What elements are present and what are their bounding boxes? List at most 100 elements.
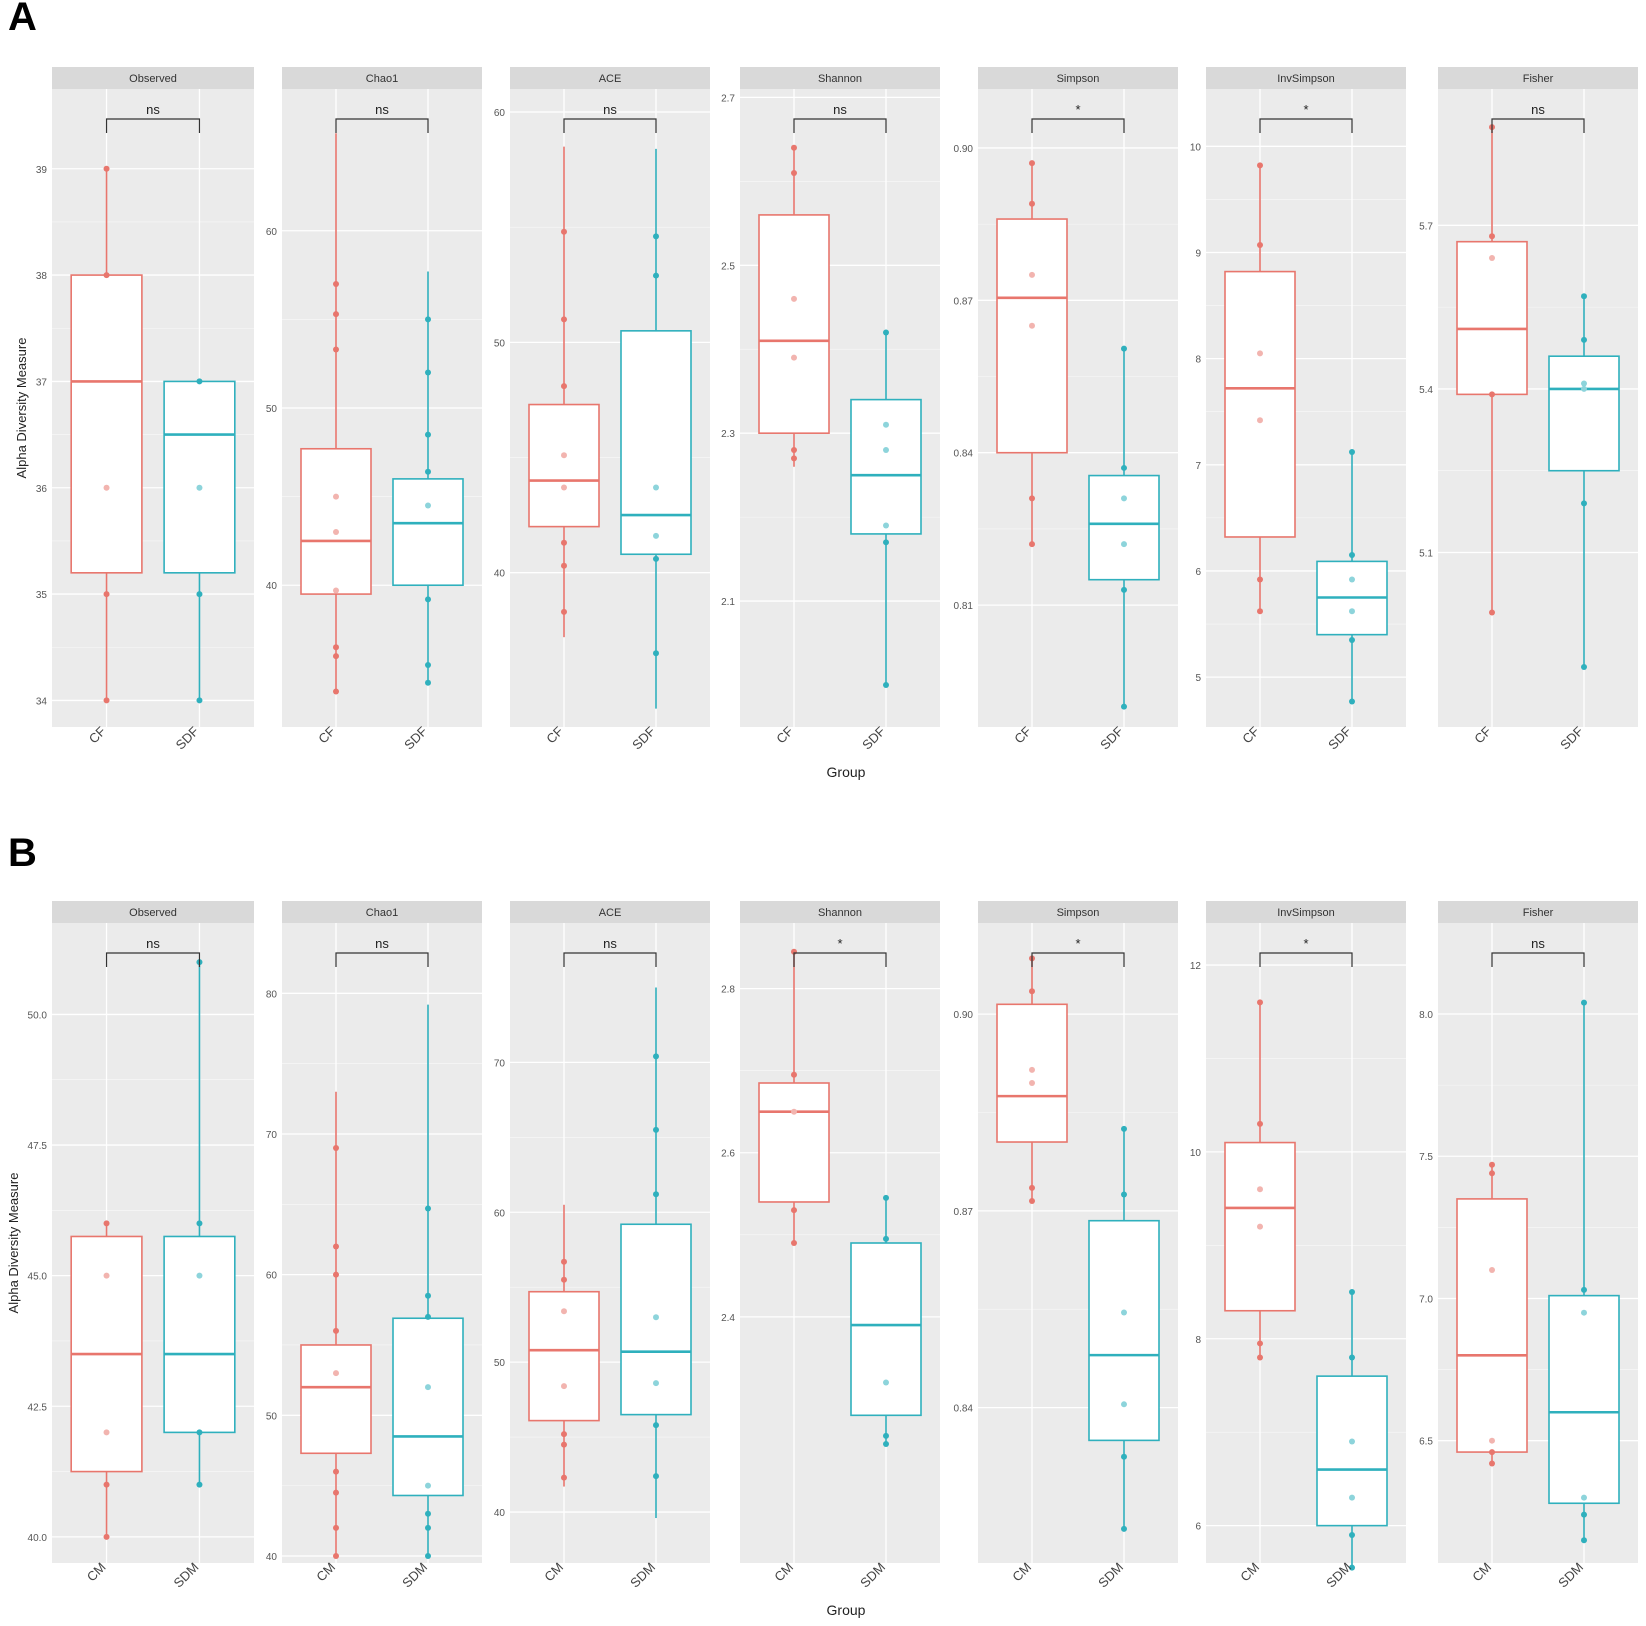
significance-bracket (563, 118, 657, 133)
facet-strip (282, 67, 482, 89)
data-point (883, 329, 889, 336)
y-tick-label: 8.0 (1419, 1010, 1433, 1021)
box-cm (996, 955, 1068, 1205)
box-sdf (1548, 293, 1620, 671)
significance-label: * (1303, 102, 1308, 117)
data-point (1257, 576, 1263, 583)
facet-title: Shannon (818, 907, 862, 919)
data-point (653, 1126, 659, 1133)
data-point (1349, 576, 1355, 583)
data-point (1489, 1437, 1495, 1444)
data-point (333, 1552, 339, 1559)
data-point (196, 1481, 203, 1488)
data-point (1121, 586, 1127, 593)
data-point (425, 502, 431, 509)
data-point (1121, 541, 1127, 548)
facet-strip (740, 901, 940, 923)
box-cf (996, 160, 1068, 548)
y-tick-label: 39 (36, 165, 48, 176)
data-point (561, 383, 567, 390)
box-sdm (1088, 1125, 1160, 1532)
data-point (1581, 336, 1587, 343)
box-iqr (758, 214, 830, 434)
box-iqr (70, 274, 143, 574)
data-point (1349, 449, 1355, 456)
x-tick-label: CM (541, 1560, 566, 1585)
x-tick-label: SDM (1095, 1560, 1126, 1591)
box-sdm (392, 1004, 464, 1559)
facet-strip (1438, 901, 1638, 923)
box-iqr (1456, 1198, 1528, 1453)
data-point (1121, 495, 1127, 502)
data-point (333, 587, 339, 594)
data-point (1581, 1286, 1587, 1293)
data-point (791, 446, 797, 453)
y-tick-label: 8 (1195, 355, 1201, 366)
box-iqr (300, 1344, 372, 1455)
data-point (561, 1258, 567, 1265)
facet-strip (282, 901, 482, 923)
data-point (425, 1510, 431, 1517)
significance-label: ns (603, 102, 617, 117)
data-point (333, 1243, 339, 1250)
facet-fisher: Fisher 6.5 7.0 7.5 8.0 CM SDM ns (1419, 901, 1638, 1591)
box-iqr (620, 330, 692, 556)
data-point (1581, 1511, 1587, 1518)
data-point (1349, 1564, 1355, 1571)
data-point (1489, 255, 1495, 262)
data-point (1121, 1453, 1127, 1460)
y-tick-label: 0.87 (954, 296, 974, 307)
data-point (883, 1441, 889, 1448)
data-point (1489, 1267, 1495, 1274)
data-point (791, 169, 797, 176)
data-point (333, 688, 339, 695)
x-tick-label: SDF (1557, 723, 1586, 752)
data-point (791, 1108, 797, 1115)
data-point (425, 596, 431, 603)
data-point (425, 431, 431, 438)
box-cm (1224, 999, 1296, 1361)
box-iqr (1088, 474, 1160, 581)
box-cm (758, 948, 830, 1246)
y-tick-label: 0.81 (954, 601, 974, 612)
significance-bracket (335, 118, 429, 133)
facet-strip (1206, 901, 1406, 923)
data-point (1121, 464, 1127, 471)
y-tick-label: 2.7 (721, 93, 735, 104)
y-tick-label: 60 (266, 1271, 278, 1282)
data-point (883, 522, 889, 529)
data-point (425, 316, 431, 323)
data-point (1257, 1120, 1263, 1127)
box-iqr (1548, 1294, 1620, 1505)
y-tick-label: 60 (494, 1208, 506, 1219)
y-tick-label: 47.5 (28, 1141, 48, 1152)
data-point (425, 1384, 431, 1391)
data-point (1121, 1525, 1127, 1532)
box-cf (758, 144, 830, 467)
data-point (883, 446, 889, 453)
data-point (1121, 1191, 1127, 1198)
data-point (561, 1441, 567, 1448)
data-point (425, 1313, 431, 1320)
data-point (196, 378, 203, 385)
y-tick-label: 5.7 (1419, 221, 1433, 232)
data-point (561, 562, 567, 569)
data-point (791, 144, 797, 151)
box-sdm (1548, 999, 1620, 1544)
data-point (653, 233, 659, 240)
data-point (653, 1053, 659, 1060)
y-tick-label: 50.0 (28, 1010, 48, 1021)
data-point (883, 1379, 889, 1386)
box-sdf (1088, 345, 1160, 710)
data-point (196, 484, 203, 491)
data-point (561, 452, 567, 459)
data-point (103, 1429, 110, 1436)
data-point (883, 1235, 889, 1242)
significance-label: ns (1531, 102, 1545, 117)
x-tick-label: CM (313, 1560, 338, 1585)
y-tick-label: 70 (494, 1058, 506, 1069)
significance-bracket (335, 952, 429, 967)
x-tick-label: SDM (857, 1560, 888, 1591)
